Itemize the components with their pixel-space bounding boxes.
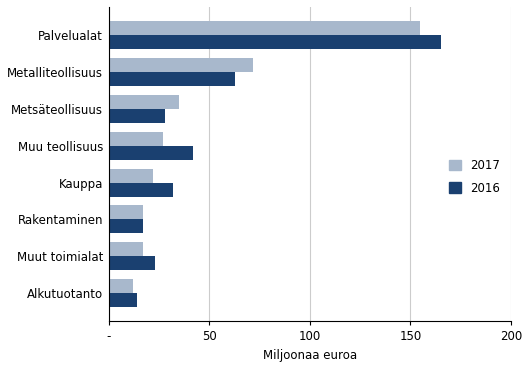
Bar [108,220,143,234]
Legend: 2017, 2016: 2017, 2016 [444,154,505,199]
Bar [108,256,155,270]
Bar [108,35,441,49]
X-axis label: Miljoonaa euroa: Miljoonaa euroa [263,349,357,362]
Bar [108,21,421,35]
Bar [108,279,133,293]
Bar [108,242,143,256]
Bar [108,146,193,160]
Bar [108,206,143,220]
Bar [108,132,163,146]
Bar [108,109,165,123]
Bar [108,169,153,183]
Bar [108,293,136,307]
Bar [108,72,235,86]
Bar [108,58,253,72]
Bar [108,95,179,109]
Bar [108,183,173,197]
